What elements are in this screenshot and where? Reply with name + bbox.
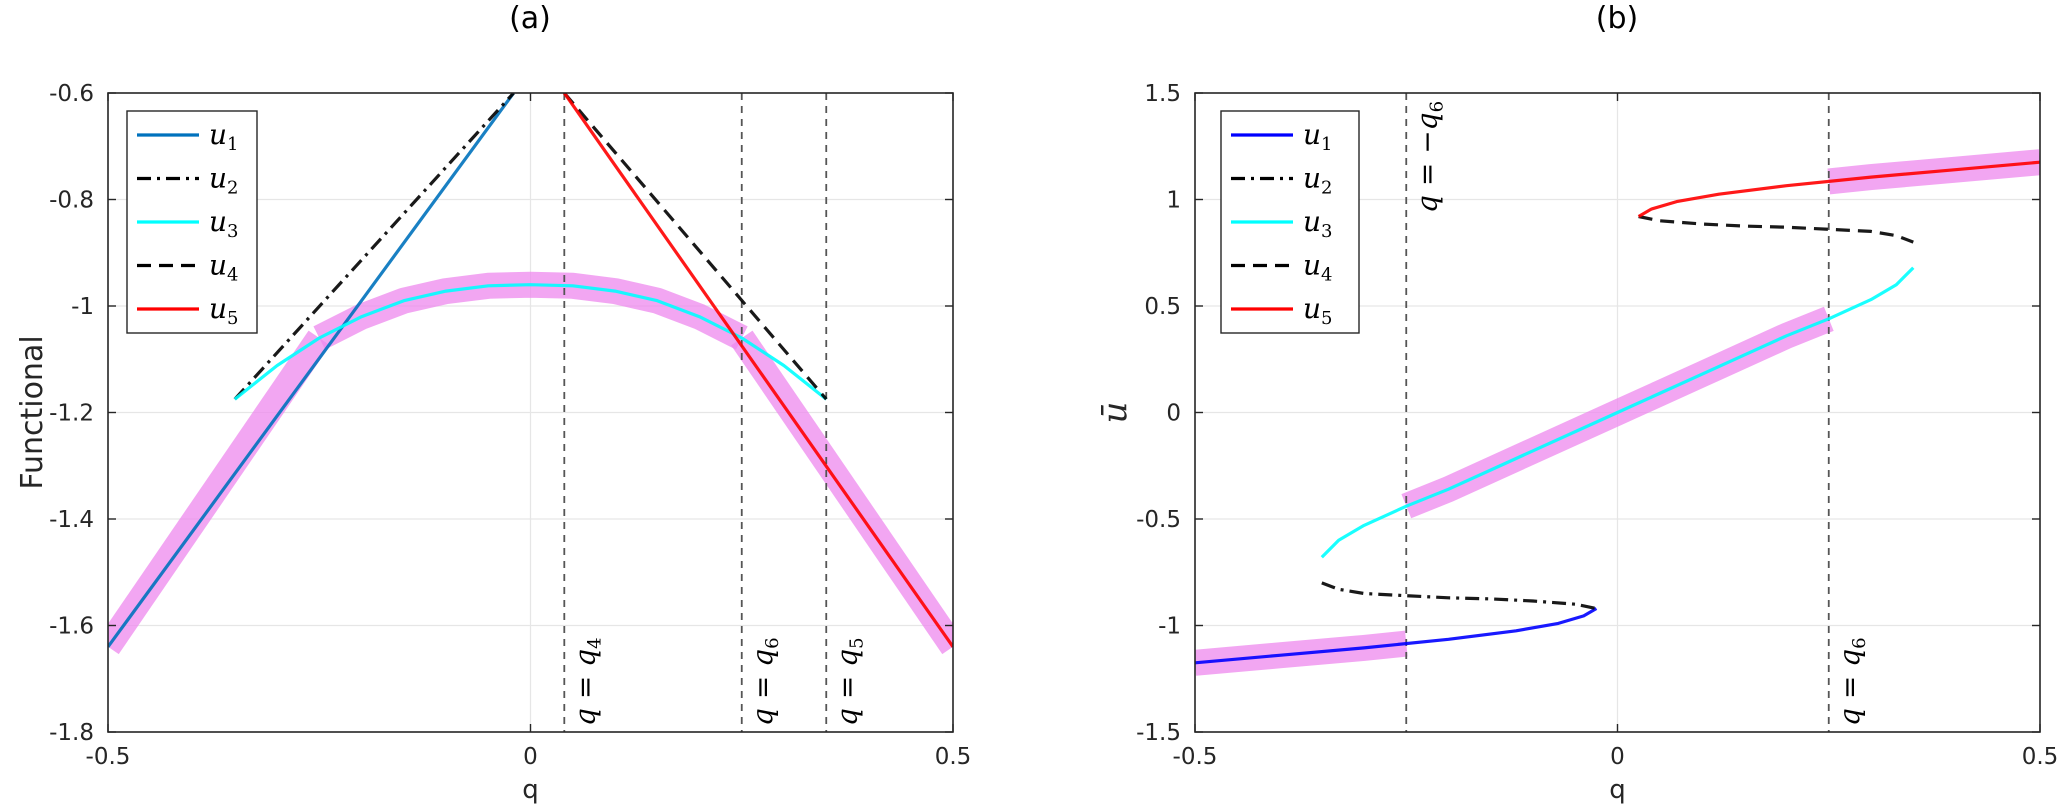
legend-label-u4: u4 [1303,249,1333,286]
legend-label-u5: u5 [209,292,239,329]
legend-label-u2: u2 [1303,162,1333,199]
series-line-u3 [233,283,828,401]
vline-label: q = q4 [568,637,605,726]
legend-label-u4: u4 [209,249,239,286]
panel-label: (b) [1596,1,1638,36]
series-line-u4 [1638,214,1914,244]
x-tick-label: 0.5 [2022,744,2059,770]
x-tick-label: -0.5 [1173,744,1218,770]
y-tick-label: -0.8 [49,188,94,214]
y-tick-label: -0.6 [49,81,94,107]
panel-a-functional-chart: q = q4 q = q6 q = q5 -0.5 0 0.5 -1.8 -1.6 -1.4 -1… [15,1,971,805]
y-axis-label: ū [1095,402,1135,424]
series-line-u3 [1320,266,1915,559]
vline-label: q = −q6 [1410,101,1447,213]
legend-label-u2: u2 [209,162,239,199]
legend: u1 u2 u3 u4 u5 [1220,110,1360,334]
y-tick-label: -1.4 [49,507,94,533]
y-tick-label: 0 [1166,401,1181,427]
vline-label: q = q6 [1833,637,1870,726]
series-line-u4 [563,93,828,401]
y-tick-label: -1 [1158,614,1181,640]
y-axis-label: Functional [15,335,50,489]
y-tick-label: -1 [71,294,94,320]
legend-label-u1: u1 [209,118,239,155]
panel-label: (a) [509,1,551,36]
vline-label: q = q5 [830,637,867,726]
legend-label-u3: u3 [1303,205,1333,242]
series-line-u1 [1195,607,1598,665]
series-line-u2 [1321,581,1597,611]
y-tick-label: 0.5 [1144,294,1181,320]
vline-label: q = q6 [746,637,783,726]
y-tick-label: -1.8 [49,720,94,746]
series-line-u1 [108,93,515,648]
x-axis-label: q [1609,775,1626,805]
plot-area [1195,93,2040,732]
y-tick-label: -1.6 [49,614,94,640]
y-tick-label: -0.5 [1136,507,1181,533]
legend-label-u1: u1 [1303,118,1333,155]
x-tick-label: 0 [523,744,538,770]
y-tick-label: 1 [1166,188,1181,214]
y-tick-label: 1.5 [1144,81,1181,107]
legend-label-u3: u3 [209,205,239,242]
x-tick-label: 0 [1610,744,1625,770]
legend: u1 u2 u3 u4 u5 [126,110,258,334]
legend-label-u5: u5 [1303,292,1333,329]
highlight-band [108,330,331,655]
panel-b-ubar-chart: q = −q6 q = q6 -0.5 0 0.5 -1.5 -1 -0.5 0 0.5 1 1.5 q… [1095,1,2058,805]
plot-area [108,93,953,732]
series-line-u5 [562,93,953,648]
y-tick-label: -1.2 [49,401,94,427]
y-tick-label: -1.5 [1136,720,1181,746]
series-line-u2 [233,93,515,401]
x-axis-label: q [522,775,539,805]
x-tick-label: 0.5 [935,744,972,770]
x-tick-label: -0.5 [86,744,131,770]
series-line-u5 [1637,160,2040,218]
